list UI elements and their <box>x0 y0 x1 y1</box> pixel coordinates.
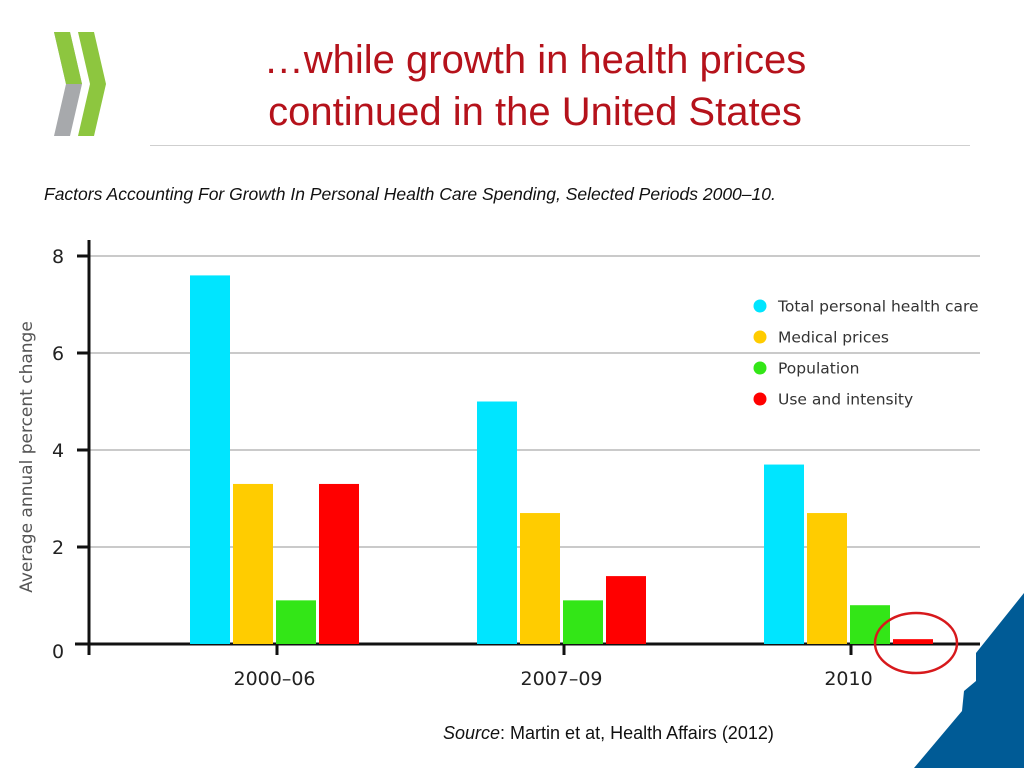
logo-chevron-left-shade <box>54 32 82 84</box>
slide-title-line-1: …while growth in health prices <box>263 38 807 82</box>
legend-swatch <box>753 299 767 313</box>
x-category-label: 2007–09 <box>520 668 602 690</box>
source-text: : Martin et at, Health Affairs (2012) <box>500 723 774 743</box>
chart-subtitle: Factors Accounting For Growth In Persona… <box>44 184 776 204</box>
y-axis-label: Average annual percent change <box>17 321 37 593</box>
legend-swatch <box>753 361 767 375</box>
logo-chevron-right <box>78 32 106 136</box>
legend-label: Medical prices <box>778 329 889 347</box>
corner-decoration <box>914 593 1024 768</box>
y-tick-label: 8 <box>52 246 64 268</box>
title-divider <box>150 145 970 146</box>
bar-total-personal-health-care-2 <box>477 401 517 644</box>
source-label: Source <box>443 723 501 743</box>
bar-use-and-intensity-3 <box>893 639 933 644</box>
bar-group <box>190 275 933 644</box>
bar-use-and-intensity-2 <box>606 576 646 644</box>
legend-label: Population <box>778 360 859 378</box>
bar-total-personal-health-care-3 <box>764 464 804 644</box>
highlight-circle <box>873 611 959 675</box>
x-category-label: 2010 <box>824 668 872 690</box>
bar-total-personal-health-care-1 <box>190 275 230 644</box>
bar-population-1 <box>276 600 316 644</box>
y-tick-label: 2 <box>52 537 64 559</box>
legend-label: Use and intensity <box>778 391 913 409</box>
bar-chart: 0 2 4 6 8 Average annual percent change 2000… <box>17 240 980 690</box>
legend-label: Total personal health care <box>777 298 979 316</box>
chart-legend: Total personal health care Medical prices… <box>753 298 979 409</box>
corner-blue-shape <box>914 593 1024 768</box>
y-tick-label: 6 <box>52 343 64 365</box>
slide-title-line-2: continued in the United States <box>268 90 802 134</box>
y-axis-ticks: 0 2 4 6 8 <box>52 246 89 663</box>
bar-medical-prices-2 <box>520 513 560 644</box>
y-tick-label: 0 <box>52 641 64 663</box>
source-citation: Source: Martin et at, Health Affairs (20… <box>443 723 774 744</box>
bar-medical-prices-3 <box>807 513 847 644</box>
oecd-logo-icon <box>54 32 106 136</box>
x-category-label: 2000–06 <box>233 668 315 690</box>
y-tick-label: 4 <box>52 440 64 462</box>
legend-swatch <box>753 330 767 344</box>
bar-use-and-intensity-1 <box>319 483 359 644</box>
x-axis-categories: 2000–06 2007–09 2010 <box>233 644 873 690</box>
legend-swatch <box>753 392 767 406</box>
bar-medical-prices-1 <box>233 483 273 644</box>
bar-population-2 <box>563 600 603 644</box>
slide-title: …while growth in health prices continued… <box>150 34 920 138</box>
